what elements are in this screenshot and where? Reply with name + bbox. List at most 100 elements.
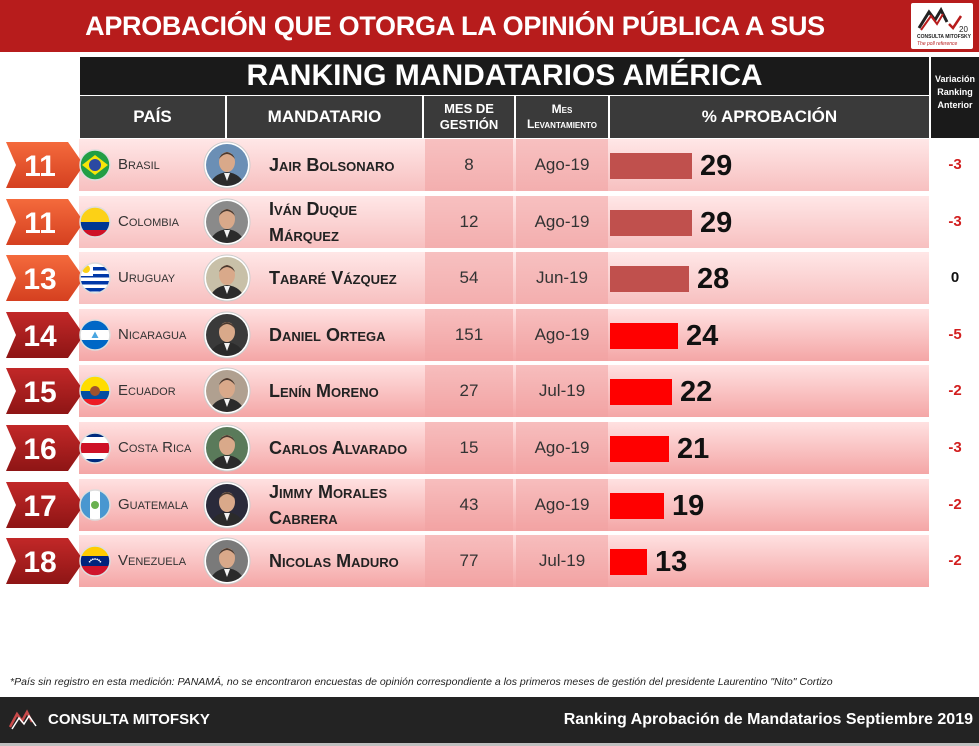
levantamiento-cell: Ago-19 [516, 479, 608, 531]
header-levantamiento: Mes Levantamiento [516, 96, 608, 138]
mitofsky-logo-icon: 20 [917, 6, 968, 34]
header-variacion: Variación Ranking Anterior [931, 57, 979, 138]
rank-number: 11 [24, 207, 56, 240]
logo-tagline: The poll reference [917, 41, 958, 47]
page-title: APROBACIÓN QUE OTORGA LA OPINIÓN PÚBLICA… [85, 11, 825, 93]
logo-text: CONSULTA MITOFSKY [917, 34, 971, 40]
rank-number: 17 [23, 490, 57, 523]
header-mes-line1: MES DE [444, 101, 494, 116]
leader-photo [203, 481, 251, 529]
costa-rica-flag-icon [79, 432, 111, 464]
leader-name: Nicolas Maduro [269, 551, 399, 571]
approval-value: 13 [655, 546, 688, 578]
country-label: Brasil [118, 156, 160, 173]
ranking-variation: -3 [931, 196, 979, 248]
country-label: Nicaragua [118, 326, 187, 343]
mes-gestion-cell: 151 [425, 309, 513, 361]
rank-badge [6, 312, 84, 358]
levantamiento-cell: Ago-19 [516, 139, 608, 191]
rank-number: 16 [23, 433, 57, 466]
footer-brand: CONSULTA MITOFSKY [48, 711, 210, 728]
header-aprobacion: % APROBACIÓN [610, 96, 929, 138]
leader-name: Tabaré Vázquez [269, 268, 397, 288]
ecuador-flag-icon [79, 375, 111, 407]
approval-bar [610, 323, 678, 349]
ranking-variation: -2 [931, 535, 979, 587]
table-row: 151 Ago-19 14 Nicaragua Daniel Ortega 24 -5 [0, 309, 979, 361]
rank-badge [6, 199, 84, 245]
header-lev-line2: Levantamiento [527, 117, 597, 131]
rank-number: 13 [23, 263, 57, 296]
approval-bar [610, 153, 692, 179]
approval-bar [610, 210, 692, 236]
table-row: 77 Jul-19 18 Venezuela Nicolas Maduro 13 -2 [0, 535, 979, 587]
ranking-variation: -2 [931, 365, 979, 417]
rank-badge [6, 142, 84, 188]
levantamiento-cell: Jul-19 [516, 535, 608, 587]
approval-bar [610, 549, 647, 575]
mes-gestion-cell: 43 [425, 479, 513, 531]
table-row: 15 Ago-19 16 Costa Rica Carlos Alvarado 21 -3 [0, 422, 979, 474]
footer-caption: Ranking Aprobación de Mandatarios Septie… [563, 711, 973, 728]
footer-logo-icon [8, 709, 37, 730]
rank-number: 11 [24, 150, 56, 183]
mes-gestion-cell: 12 [425, 196, 513, 248]
country-label: Colombia [118, 213, 179, 230]
header-var-line1: Variación [934, 74, 976, 84]
logo-years: 20 [959, 25, 968, 34]
mes-gestion-cell: 15 [425, 422, 513, 474]
footnote: *País sin registro en esta medición: PAN… [10, 676, 833, 688]
rank-number: 15 [23, 376, 57, 409]
rank-number: 18 [23, 546, 57, 579]
levantamiento-cell: Ago-19 [516, 196, 608, 248]
levantamiento-cell: Ago-19 [516, 422, 608, 474]
leader-name: Iván Duque Márquez [269, 199, 358, 245]
approval-bar [610, 493, 664, 519]
header-lev-line1: Mes [551, 102, 573, 116]
table-row: 27 Jul-19 15 Ecuador Lenín Moreno 22 -2 [0, 365, 979, 417]
header-mes-gestion: MES DE GESTIÓN [424, 96, 514, 138]
footer-bar: CONSULTA MITOFSKY Ranking Aprobación de … [0, 697, 979, 743]
leader-name: Carlos Alvarado [269, 438, 408, 458]
levantamiento-cell: Ago-19 [516, 309, 608, 361]
mes-gestion-cell: 54 [425, 252, 513, 304]
header-mes-line2: GESTIÓN [439, 117, 499, 132]
approval-value: 22 [680, 376, 713, 408]
mes-gestion-cell: 27 [425, 365, 513, 417]
leader-photo [203, 311, 251, 359]
leader-photo [203, 198, 251, 246]
header-var-line3: Anterior [937, 100, 973, 110]
header-pais: PAÍS [80, 96, 225, 138]
nicaragua-flag-icon [79, 319, 111, 351]
country-label: Venezuela [118, 552, 187, 569]
leader-photo [203, 254, 251, 302]
leader-name: Jair Bolsonaro [269, 155, 395, 175]
venezuela-flag-icon [79, 545, 111, 577]
table-row: 8 Ago-19 11 Brasil Jair Bolsonaro 29 -3 [0, 139, 979, 191]
levantamiento-cell: Jul-19 [516, 365, 608, 417]
leader-name: Jimmy Morales Cabrera [269, 482, 388, 528]
table-row: 12 Ago-19 11 Colombia Iván Duque Márquez 29 -3 [0, 196, 979, 248]
approval-value: 28 [697, 263, 730, 295]
approval-bar [610, 436, 669, 462]
country-label: Costa Rica [118, 439, 192, 456]
leader-name: Lenín Moreno [269, 381, 379, 401]
guatemala-flag-icon [79, 489, 111, 521]
country-label: Ecuador [118, 382, 176, 399]
rank-badge [6, 255, 84, 301]
colombia-flag-icon [79, 206, 111, 238]
bottom-strip [0, 743, 979, 746]
approval-value: 19 [672, 490, 705, 522]
approval-bar [610, 379, 672, 405]
ranking-variation: -3 [931, 139, 979, 191]
header-var-line2: Ranking [937, 87, 973, 97]
approval-value: 29 [700, 150, 733, 182]
leader-photo [203, 537, 251, 585]
approval-value: 29 [700, 207, 733, 239]
approval-bar [610, 266, 689, 292]
country-label: Guatemala [118, 496, 189, 513]
levantamiento-cell: Jun-19 [516, 252, 608, 304]
leader-name: Daniel Ortega [269, 325, 386, 345]
header-mandatario: MANDATARIO [227, 96, 422, 138]
rank-badge [6, 538, 84, 584]
